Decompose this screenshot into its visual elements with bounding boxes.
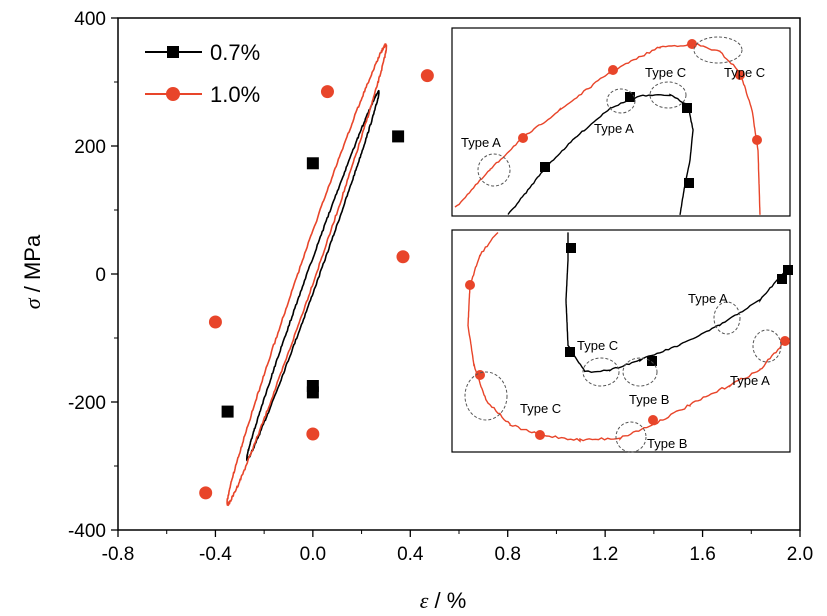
- annotation-ellipse: [615, 421, 647, 453]
- square-marker: [392, 130, 405, 143]
- inset-annotation: Type C: [645, 65, 686, 80]
- x-tick-label: 0.0: [300, 544, 326, 565]
- y-axis-label: σ / MPa: [20, 234, 45, 309]
- annotation-ellipse: [582, 357, 620, 387]
- inset-square-marker: [777, 274, 787, 284]
- hysteresis-loops: [226, 43, 388, 507]
- square-marker: [306, 386, 319, 399]
- inset-annotation: Type A: [730, 373, 770, 388]
- y-tick-label: 200: [74, 137, 106, 158]
- inset-square-marker: [682, 103, 692, 113]
- inset-square-marker: [565, 347, 575, 357]
- annotation-ellipse: [752, 329, 782, 363]
- circle-marker: [320, 85, 334, 99]
- inset-circle-marker: [518, 133, 528, 143]
- inset-circle-marker: [608, 65, 618, 75]
- series-markers: [199, 69, 434, 500]
- x-tick-label: -0.4: [199, 544, 232, 565]
- annotation-ellipse: [464, 371, 508, 421]
- inset-circle-marker: [687, 39, 697, 49]
- inset-annotation: Type A: [594, 121, 634, 136]
- annotation-ellipse: [622, 357, 658, 387]
- inset-square-marker: [783, 265, 793, 275]
- y-tick-label: 400: [74, 9, 106, 30]
- x-tick-label: -0.8: [102, 544, 135, 565]
- x-tick-label: 2.0: [787, 544, 813, 565]
- inset-circle-marker: [780, 336, 790, 346]
- annotation-ellipse: [477, 153, 511, 187]
- inset-annotation: Type B: [647, 436, 687, 451]
- inset-circle-marker: [648, 415, 658, 425]
- circle-marker: [199, 486, 213, 500]
- inset-circle-marker: [735, 70, 745, 80]
- series-line: [246, 89, 380, 462]
- square-marker: [306, 157, 319, 170]
- x-tick-label: 0.8: [495, 544, 521, 565]
- x-tick-label: 1.6: [689, 544, 715, 565]
- bottom-inset-frame: [451, 229, 791, 453]
- inset-square-marker: [647, 356, 657, 366]
- inset-square-marker: [540, 162, 550, 172]
- legend-square-marker: [167, 46, 179, 58]
- annotation-ellipse: [606, 88, 636, 114]
- inset-square-marker: [625, 92, 635, 102]
- y-tick-label: 0: [95, 265, 106, 286]
- legend-label: 1.0%: [210, 82, 260, 107]
- top-inset-frame: [451, 27, 791, 217]
- circle-marker: [208, 315, 222, 329]
- inset-square-marker: [684, 178, 694, 188]
- annotation-ellipse: [713, 301, 741, 335]
- inset-annotation: Type C: [520, 401, 561, 416]
- series-line: [226, 43, 388, 507]
- x-tick-label: 0.4: [397, 544, 424, 565]
- y-tick-label: -200: [68, 393, 106, 414]
- inset-red-curve-bottom: [467, 232, 787, 443]
- inset-circle-marker: [465, 280, 475, 290]
- inset-annotation: Type B: [629, 392, 669, 407]
- y-tick-label: -400: [68, 521, 106, 542]
- inset-square-marker: [566, 243, 576, 253]
- inset-annotation: Type A: [461, 135, 501, 150]
- annotation-ellipse: [649, 81, 687, 109]
- inset-circle-marker: [535, 430, 545, 440]
- axis-ticks: -0.8 -0.4 0.0 0.4 0.8 1.2 1.6 2.0 400 200 0 -200 -40…: [68, 9, 813, 565]
- legend-circle-marker: [166, 87, 180, 101]
- annotation-ellipse: [693, 36, 743, 64]
- square-marker: [221, 405, 234, 418]
- x-axis-label: ε / %: [420, 588, 467, 613]
- insets: Type A Type A Type C Type C Type A Type C Type…: [451, 27, 793, 453]
- circle-marker: [306, 427, 320, 441]
- inset-circle-marker: [752, 135, 762, 145]
- inset-annotation: Type A: [688, 291, 728, 306]
- circle-marker: [420, 69, 434, 83]
- inset-red-curve: [454, 42, 761, 215]
- legend: 0.7% 1.0%: [145, 40, 260, 107]
- inset-annotation: Type C: [577, 338, 618, 353]
- legend-label: 0.7%: [210, 40, 260, 65]
- inset-annotation: Type C: [724, 65, 765, 80]
- circle-marker: [396, 250, 410, 264]
- x-tick-label: 1.2: [592, 544, 618, 565]
